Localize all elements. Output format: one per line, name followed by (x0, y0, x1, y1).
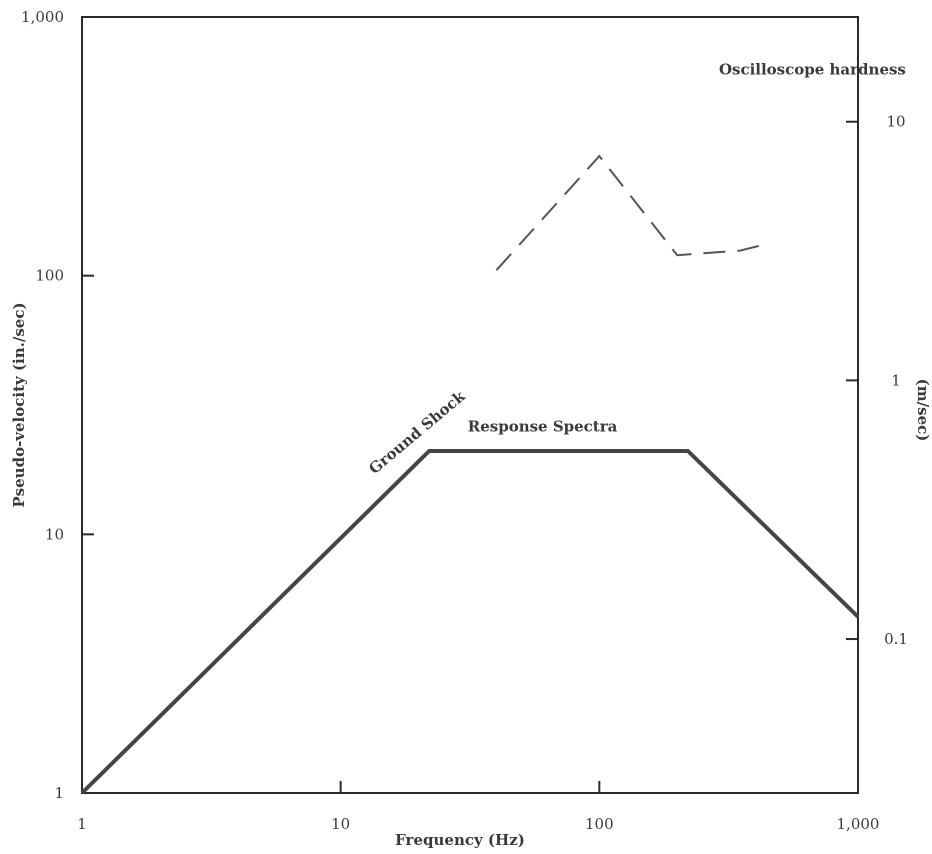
x-tick-label: 1,000 (837, 815, 880, 833)
annotation-response-spectra: Response Spectra (468, 417, 618, 435)
annotations: Ground Shock Response SpectraOscilloscope… (365, 60, 905, 477)
y-tick-label: 1,000 (21, 8, 64, 26)
y-right-tick-label: 1 (891, 371, 901, 389)
annotation-oscilloscope-hardness: Oscilloscope hardness (719, 60, 906, 78)
x-tick-label: 1 (77, 815, 87, 833)
y-tick-label: 1 (54, 784, 64, 802)
y-tick-label: 10 (45, 525, 64, 543)
y-right-tick-label: 0.1 (884, 630, 908, 648)
y-axis-label: Pseudo-velocity (in./sec) (10, 302, 28, 507)
x-axis-label: Frequency (Hz) (395, 831, 525, 849)
y-tick-label: 100 (35, 267, 64, 285)
x-tick-label: 10 (331, 815, 350, 833)
y-right-tick-label: 10 (886, 113, 905, 131)
y-right-axis-label: (m/sec) (914, 379, 932, 442)
series-line-response-spectra (80, 449, 860, 795)
series-layer (80, 154, 860, 795)
series-line-oscilloscope-hardness (495, 154, 769, 271)
y-right-axis-ticks: 0.1 1 10 (846, 113, 908, 648)
x-tick-label: 100 (585, 815, 614, 833)
y-axis-ticks: 1 10 100 1,000 (21, 8, 94, 802)
x-axis-ticks: 1 10 100 1,000 (77, 781, 879, 833)
plot-frame (81, 16, 859, 794)
